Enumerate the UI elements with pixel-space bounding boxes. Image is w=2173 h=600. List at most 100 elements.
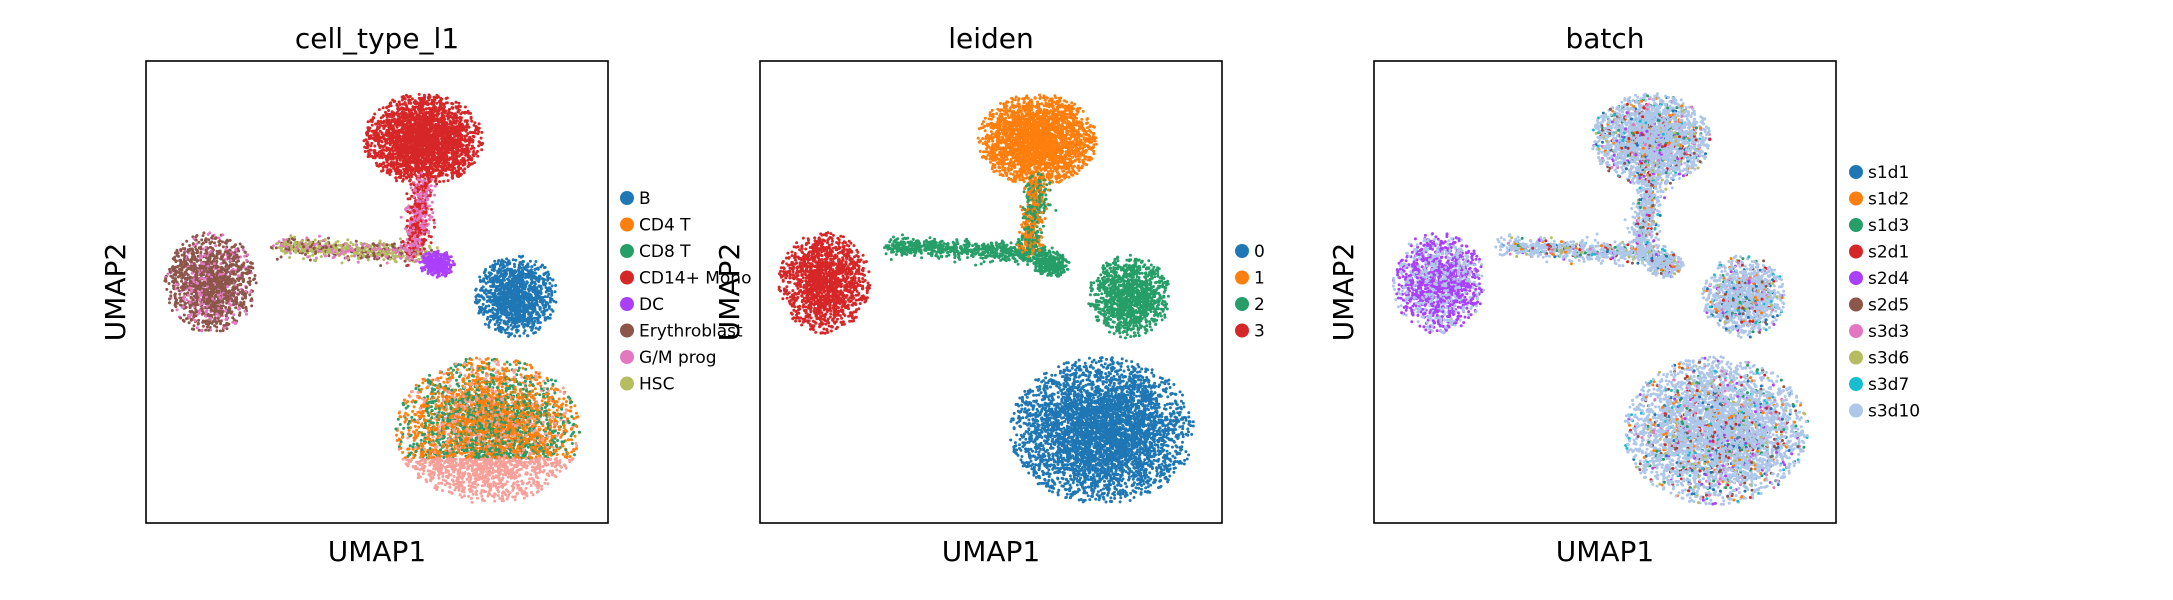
scatter-point (199, 246, 202, 249)
scatter-point (451, 177, 454, 180)
scatter-point (205, 240, 208, 243)
scatter-point (475, 298, 478, 301)
scatter-point (408, 168, 411, 171)
scatter-point (213, 278, 216, 281)
scatter-point (210, 241, 213, 244)
scatter-point (401, 180, 404, 183)
scatter-point (404, 118, 407, 121)
scatter-point (211, 303, 214, 306)
scatter-point (182, 319, 185, 322)
scatter-point (216, 270, 219, 273)
scatter-point (398, 176, 401, 179)
scatter-point (379, 163, 382, 166)
scatter-point (169, 294, 172, 297)
scatter-point (381, 140, 384, 143)
scatter-point (443, 117, 446, 120)
scatter-point (445, 173, 448, 176)
scatter-point (201, 283, 204, 286)
scatter-point (228, 307, 231, 310)
scatter-point (386, 132, 389, 135)
scatter-point (512, 258, 515, 261)
scatter-point (417, 118, 420, 121)
scatter-point (464, 135, 467, 138)
scatter-point (417, 114, 420, 117)
scatter-point (401, 163, 404, 166)
scatter-point (476, 129, 479, 132)
scatter-point (385, 113, 388, 116)
scatter-point (198, 329, 201, 332)
scatter-point (437, 172, 440, 175)
scatter-point (547, 273, 550, 276)
scatter-point (465, 144, 468, 147)
scatter-point (373, 145, 376, 148)
scatter-point (207, 292, 210, 295)
scatter-point (242, 290, 245, 293)
scatter-point (208, 231, 211, 234)
scatter-point (485, 305, 488, 308)
scatter-point (242, 306, 245, 309)
scatter-point (406, 142, 409, 145)
scatter-point (217, 301, 220, 304)
scatter-point (237, 265, 240, 268)
scatter-point (464, 139, 467, 142)
scatter-point (505, 306, 508, 309)
scatter-point (464, 130, 467, 133)
scatter-point (373, 133, 376, 136)
scatter-point (208, 314, 211, 317)
scatter-point (434, 134, 437, 137)
scatter-point (175, 266, 178, 269)
scatter-points (163, 93, 581, 504)
scatter-point (474, 132, 477, 135)
scatter-point (428, 140, 431, 143)
scatter-point (199, 303, 202, 306)
scatter-point (211, 297, 214, 300)
scatter-point (213, 324, 216, 327)
scatter-point (221, 310, 224, 313)
scatter-point (402, 155, 405, 158)
scatter-point (417, 121, 420, 124)
scatter-point (539, 300, 542, 303)
scatter-point (382, 106, 385, 109)
scatter-point (422, 127, 425, 130)
scatter-point (225, 248, 228, 251)
scatter-point (513, 320, 516, 323)
scatter-point (175, 298, 178, 301)
scatter-point (533, 268, 536, 271)
scatter-point (215, 310, 218, 313)
scatter-point (384, 138, 387, 141)
scatter-point (366, 133, 369, 136)
scatter-point (435, 127, 438, 130)
scatter-point (414, 167, 417, 170)
scatter-point (435, 143, 438, 146)
scatter-point (551, 284, 554, 287)
scatter-point (373, 113, 376, 116)
scatter-point (171, 280, 174, 283)
scatter-point (220, 320, 223, 323)
scatter-point (226, 282, 229, 285)
scatter-point (198, 299, 201, 302)
scatter-point (388, 105, 391, 108)
scatter-point (172, 284, 175, 287)
scatter-point (364, 138, 367, 141)
scatter-point (176, 249, 179, 252)
scatter-point (224, 306, 227, 309)
scatter-point (418, 131, 421, 134)
scatter-point (386, 142, 389, 145)
scatter-point (438, 100, 441, 103)
scatter-point (216, 250, 219, 253)
scatter-point (472, 147, 475, 150)
scatter-point (214, 286, 217, 289)
scatter-point (476, 132, 479, 135)
scatter-point (164, 277, 167, 280)
scatter-point (210, 236, 213, 239)
scatter-point (477, 144, 480, 147)
scatter-point (454, 142, 457, 145)
scatter-point (379, 154, 382, 157)
scatter-point (194, 302, 197, 305)
scatter-point (389, 101, 392, 104)
scatter-point (219, 275, 222, 278)
scatter-point (171, 268, 174, 271)
scatter-point (474, 289, 477, 292)
scatter-point (366, 126, 369, 129)
